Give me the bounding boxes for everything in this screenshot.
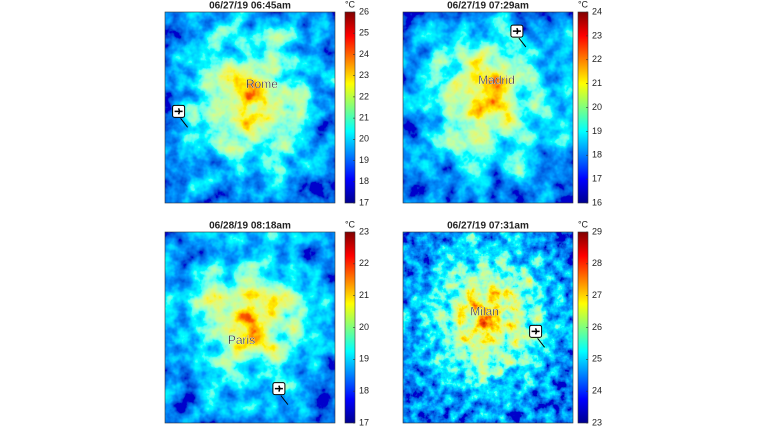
- panel-title: 06/27/19 07:29am: [447, 1, 529, 12]
- airport-arrow: [280, 395, 289, 405]
- heatmap-image: [165, 12, 335, 203]
- colorbar: [344, 11, 356, 204]
- airport-icon-plane: [274, 385, 283, 392]
- panel-title: 06/27/19 07:31am: [447, 221, 529, 232]
- colorbar-tick-label: 23: [592, 30, 602, 40]
- colorbar-tick-label: 17: [359, 417, 369, 427]
- colorbar-tick-label: 29: [592, 226, 602, 236]
- panel-title: 06/28/19 08:18am: [209, 221, 291, 232]
- colorbar-tick-label: 23: [359, 226, 369, 236]
- colorbar-tick-label: 22: [592, 54, 602, 64]
- city-label: Madrid: [478, 73, 515, 87]
- colorbar-tick-label: 17: [359, 197, 369, 207]
- map-frame: [402, 231, 574, 424]
- city-label: Rome: [246, 77, 278, 91]
- colorbar-tick-label: 19: [592, 126, 602, 136]
- colorbar-tick-label: 20: [359, 134, 369, 144]
- colorbar-tick-label: 19: [359, 155, 369, 165]
- colorbar-tick-label: 24: [359, 49, 369, 59]
- colorbar-tick-label: 18: [359, 386, 369, 396]
- colorbar-tick-label: 26: [592, 322, 602, 332]
- airport-icon-plane: [174, 108, 183, 115]
- colorbar-tick-label: 26: [359, 6, 369, 16]
- airport-icon-plane: [512, 27, 521, 35]
- colorbar-tick-label: 24: [592, 386, 602, 396]
- colorbar-tick-label: 27: [592, 290, 602, 300]
- colorbar-tick-label: 18: [359, 176, 369, 186]
- colorbar-tick-label: 16: [592, 197, 602, 207]
- colorbar-tick-label: 22: [359, 91, 369, 101]
- airport-arrow: [180, 118, 188, 128]
- heatmap-image: [165, 232, 335, 423]
- colorbar-tick-label: 24: [592, 6, 602, 16]
- colorbar-tick-label: 21: [592, 78, 602, 88]
- colorbar-tick-label: 28: [592, 258, 602, 268]
- panel-title: 06/27/19 06:45am: [209, 1, 291, 12]
- airport-arrow: [537, 338, 545, 348]
- airport-arrow: [518, 37, 527, 48]
- colorbar-tick-label: 23: [592, 417, 602, 427]
- colorbar-unit: °C: [345, 0, 356, 9]
- colorbar-unit: °C: [345, 219, 356, 229]
- heatmap-image: [403, 232, 573, 423]
- city-label: Milan: [470, 304, 499, 318]
- colorbar-unit: °C: [578, 219, 589, 229]
- colorbar-tick-label: 21: [359, 290, 369, 300]
- colorbar-tick-label: 23: [359, 70, 369, 80]
- colorbar-tick-label: 20: [359, 322, 369, 332]
- colorbar-tick-label: 20: [592, 102, 602, 112]
- colorbar-tick-label: 25: [592, 354, 602, 364]
- colorbar-tick-label: 19: [359, 354, 369, 364]
- airport-icon-plane: [531, 328, 540, 335]
- map-frame: [402, 11, 574, 204]
- colorbar-tick-label: 22: [359, 258, 369, 268]
- city-label: Paris: [228, 333, 255, 347]
- colorbar-unit: °C: [578, 0, 589, 9]
- colorbar-tick-label: 18: [592, 150, 602, 160]
- map-frame: [164, 11, 336, 204]
- heatmap-image: [403, 12, 573, 203]
- colorbar-tick-label: 21: [359, 112, 369, 122]
- colorbar-tick-label: 17: [592, 174, 602, 184]
- map-frame: [164, 231, 336, 424]
- colorbar-tick-label: 25: [359, 28, 369, 38]
